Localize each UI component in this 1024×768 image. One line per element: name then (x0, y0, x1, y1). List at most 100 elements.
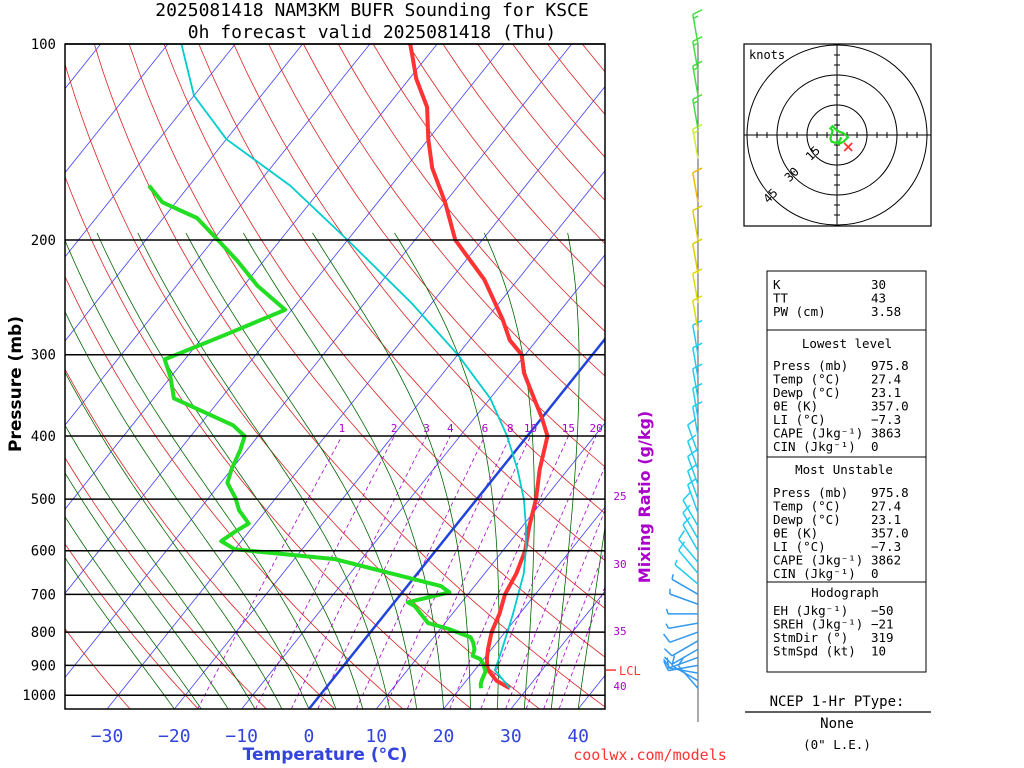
index-value: 319 (871, 630, 894, 645)
isotherm-line (65, 44, 505, 594)
mixing-ratio-line (543, 549, 605, 709)
dry-adiabat-line (198, 44, 605, 561)
mixing-ratio-label: 1 (339, 422, 346, 435)
index-label: SREH (Jkg⁻¹) (773, 617, 863, 632)
y-axis-label: Pressure (mb) (6, 316, 26, 452)
index-value: 27.4 (871, 372, 901, 387)
dry-adiabat-line (65, 275, 404, 709)
y-tick-label: 700 (31, 587, 56, 603)
dry-adiabat-line (931, 44, 1024, 709)
x-tick-label: 20 (433, 726, 455, 747)
dry-adiabat-line (1001, 44, 1024, 709)
wind-barb (692, 93, 703, 130)
moist-adiabat-line (242, 232, 444, 709)
y-tick-label: 300 (31, 348, 56, 364)
y-tick-label: 400 (31, 429, 56, 445)
index-value: 30 (871, 277, 886, 292)
hodograph-params-rows: EH (Jkg⁻¹) −50 SREH (Jkg⁻¹) −21 StmDir (°) 31… (773, 603, 894, 659)
index-value: 3863 (871, 426, 901, 441)
mixing-ratio-line (355, 435, 486, 709)
dry-adiabat-line (337, 44, 605, 377)
mixing-ratio-axis-label: Mixing Ratio (g/kg) (635, 411, 654, 583)
moist-adiabat-line (65, 556, 175, 709)
index-label: Press (mb) (773, 485, 848, 500)
wind-barb (692, 382, 703, 418)
dry-adiabat-line (303, 44, 605, 422)
x-tick-label: 0 (304, 726, 315, 747)
index-label: θE (K) (773, 526, 818, 541)
index-label: Temp (°C) (773, 372, 841, 387)
index-value: 23.1 (871, 512, 901, 527)
moist-adiabat-line (65, 424, 256, 709)
indices-table: K 30 TT 43 PW (cm) 3.58 Lowest level Press (m… (766, 270, 927, 673)
dry-adiabat-line (65, 457, 267, 709)
mixing-ratio-label: 8 (507, 422, 514, 435)
dry-adiabat-line (93, 44, 605, 708)
index-label: StmDir (°) (773, 630, 848, 645)
moist-adiabat-line (137, 232, 391, 709)
chart-title-line2: 0h forecast valid 2025081418 (Thu) (188, 22, 556, 43)
index-value: −21 (871, 617, 894, 632)
y-tick-label: 200 (31, 233, 56, 249)
wind-barb (678, 541, 699, 574)
mixing-ratio-line (449, 435, 569, 709)
wind-barb (662, 656, 699, 669)
isotherm-line (65, 44, 573, 679)
mixing-ratio-label: 4 (447, 422, 454, 435)
temperature-profile (408, 44, 550, 691)
y-tick-label: 1000 (22, 688, 56, 704)
mixing-ratio-line (406, 435, 531, 709)
x-tick-label: 40 (567, 726, 589, 747)
x-tick-label: −10 (225, 726, 258, 747)
wind-barb (671, 574, 699, 595)
most-unstable-title: Most Unstable (795, 462, 893, 477)
dry-adiabat-line (65, 543, 199, 709)
mixing-ratio-labels: 1 2 3 4 6 8 10 15 20 25 30 35 40 (339, 422, 627, 693)
skewt-background-lines (65, 44, 1024, 709)
index-value: 10 (871, 644, 886, 659)
index-label: EH (Jkg⁻¹) (773, 603, 848, 618)
mixing-ratio-label: 6 (482, 422, 489, 435)
index-label: LI (°C) (773, 539, 826, 554)
index-label: TT (773, 291, 789, 306)
mixing-ratio-line (505, 465, 605, 709)
index-label: LI (°C) (773, 412, 826, 427)
mixing-ratio-line (480, 435, 597, 709)
index-value: 0 (871, 439, 879, 454)
wind-barb (678, 530, 699, 563)
index-label: K (773, 277, 781, 292)
moist-adiabat-line (577, 524, 605, 709)
wind-barb (665, 622, 699, 630)
index-value: 975.8 (871, 358, 909, 373)
mixing-ratio-label: 30 (613, 558, 626, 571)
x-tick-label: 30 (500, 726, 522, 747)
wind-barb (682, 504, 699, 540)
index-value: 43 (871, 291, 886, 306)
index-label: CIN (Jkg⁻¹) (773, 439, 856, 454)
moist-adiabat-line (185, 232, 417, 709)
most-unstable-rows: Press (mb) 975.8 Temp (°C) 27.4 Dewp (°C) 23.… (773, 485, 909, 581)
index-label: Press (mb) (773, 358, 848, 373)
index-label: Temp (°C) (773, 499, 841, 514)
index-value: 23.1 (871, 385, 901, 400)
parcel-profile (180, 44, 527, 689)
y-tick-label: 100 (31, 37, 56, 53)
dry-adiabat-line (65, 627, 131, 709)
dewpoint-profile (147, 184, 488, 689)
wind-barb (692, 342, 703, 378)
dry-adiabat-line (65, 62, 540, 709)
y-tick-labels: 100 200 300 400 500 600 700 800 900 1000 (22, 37, 56, 704)
dry-adiabat-line (372, 44, 605, 333)
mixing-ratio-label: 25 (613, 490, 626, 503)
mixing-ratio-label: 40 (613, 680, 626, 693)
wind-barb (663, 648, 699, 665)
wind-barb (692, 401, 703, 437)
moist-adiabat-line (312, 232, 471, 709)
index-label: Dewp (°C) (773, 512, 841, 527)
wind-barb (682, 492, 699, 527)
mixing-ratio-line (525, 509, 605, 709)
wind-barb (682, 516, 699, 552)
index-value: 3.58 (871, 304, 901, 319)
